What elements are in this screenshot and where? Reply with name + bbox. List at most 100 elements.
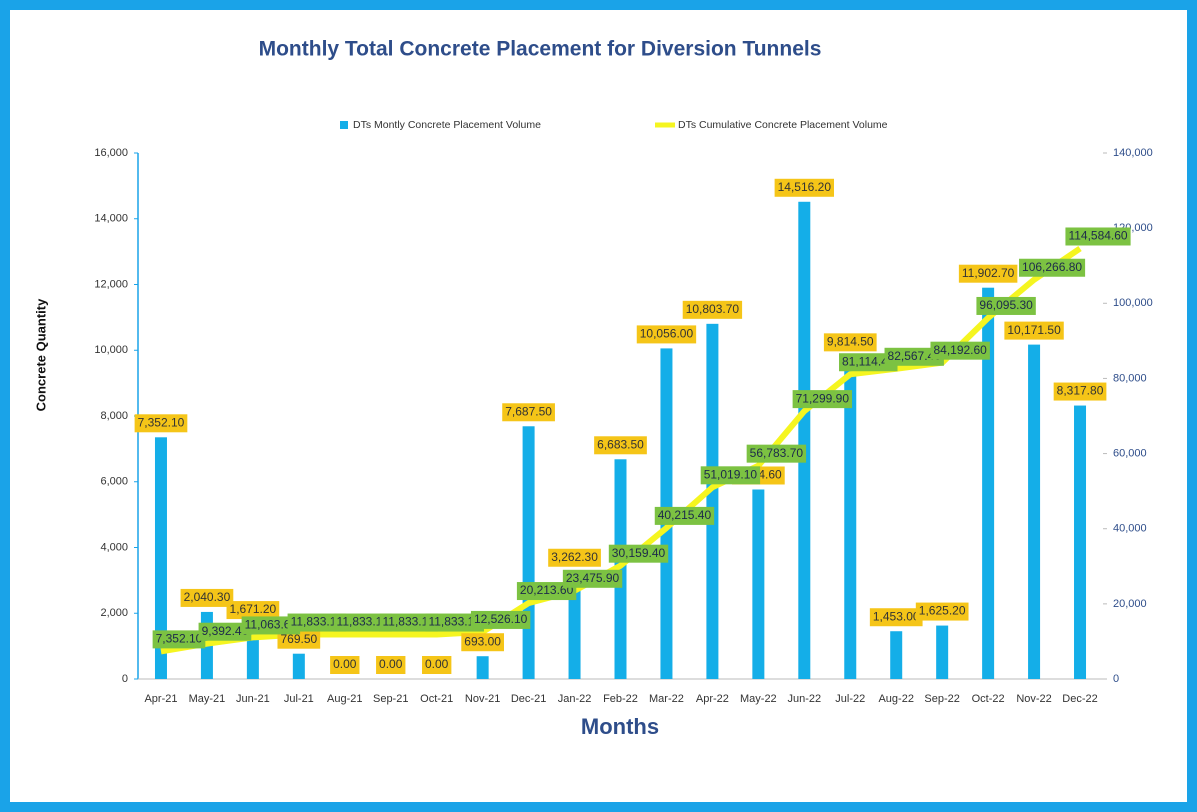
- label-box: [839, 353, 898, 372]
- x-tick-label: Oct-22: [972, 693, 1005, 705]
- y2-tick-label: 80,000: [1113, 372, 1147, 384]
- x-tick-label: May-22: [740, 693, 777, 705]
- bar: [1074, 405, 1087, 679]
- data-label: 1,671.20: [230, 602, 277, 616]
- label-box: [958, 264, 1018, 283]
- data-label: 10,803.70: [686, 302, 740, 316]
- label-box: [930, 341, 990, 360]
- x-tick-label: Apr-22: [696, 693, 729, 705]
- label-box: [333, 613, 393, 632]
- label-box: [461, 633, 504, 652]
- x-tick-label: Apr-21: [144, 693, 177, 705]
- label-box: [287, 613, 347, 632]
- legend-label: DTs Montly Concrete Placement Volume: [353, 119, 541, 131]
- bar: [936, 625, 949, 679]
- label-box: [562, 569, 623, 588]
- data-label: 56,783.70: [750, 446, 804, 460]
- data-label: 3,262.30: [551, 550, 598, 564]
- label-box: [470, 610, 531, 629]
- bar: [844, 356, 857, 679]
- y2-tick-label: 60,000: [1113, 447, 1147, 459]
- x-tick-label: Dec-22: [1062, 693, 1097, 705]
- x-tick-label: Aug-21: [327, 693, 362, 705]
- bar: [522, 426, 535, 679]
- label-box: [823, 333, 877, 352]
- label-box: [198, 622, 252, 641]
- y-tick-label: 0: [122, 673, 128, 685]
- data-label: 0.00: [333, 657, 357, 671]
- label-box: [636, 325, 697, 344]
- label-box: [422, 656, 452, 674]
- data-label: 11,063.60: [245, 618, 298, 632]
- bar: [1028, 344, 1041, 679]
- x-tick-label: Oct-21: [420, 693, 453, 705]
- data-label: 693.00: [464, 634, 501, 648]
- x-tick-label: Sep-22: [924, 693, 959, 705]
- y-tick-label: 10,000: [94, 344, 128, 356]
- bar: [752, 489, 765, 679]
- label-box: [1004, 321, 1064, 340]
- label-box: [152, 630, 206, 649]
- x-tick-label: Jul-21: [284, 693, 314, 705]
- x-tick-label: Jun-22: [787, 693, 821, 705]
- x-tick-label: Jul-22: [835, 693, 865, 705]
- label-box: [516, 582, 577, 601]
- chart-title: Monthly Total Concrete Placement for Div…: [259, 38, 822, 61]
- label-box: [746, 444, 807, 463]
- x-tick-label: Nov-22: [1016, 693, 1051, 705]
- legend-label: DTs Cumulative Concrete Placement Volume: [678, 119, 888, 131]
- data-label: 7,687.50: [505, 404, 552, 418]
- label-box: [330, 656, 360, 674]
- label-box: [1053, 382, 1107, 401]
- bar: [154, 437, 167, 679]
- data-label: 106,266.80: [1022, 260, 1082, 274]
- data-label: 10,056.00: [640, 327, 694, 341]
- label-box: [608, 544, 669, 563]
- legend-swatch: [340, 121, 348, 129]
- label-box: [226, 601, 280, 620]
- data-label: 20,213.60: [520, 583, 574, 597]
- bar: [706, 323, 719, 679]
- label-box: [425, 613, 484, 632]
- x-tick-label: Nov-21: [465, 693, 500, 705]
- label-box: [502, 403, 555, 422]
- data-label: 14,516.20: [778, 180, 832, 194]
- data-label: 10,171.50: [1007, 323, 1061, 337]
- data-label: 1,453.00: [873, 609, 920, 623]
- data-label: 11,833.10: [428, 615, 481, 629]
- label-box: [277, 630, 321, 649]
- bar: [292, 653, 305, 679]
- label-box: [548, 548, 601, 567]
- data-label: 114,584.60: [1068, 229, 1127, 243]
- bar: [890, 631, 903, 679]
- label-box: [180, 588, 234, 607]
- y-tick-label: 14,000: [94, 213, 128, 225]
- data-label: 51,019.10: [704, 467, 758, 481]
- data-label: 12,526.10: [474, 612, 528, 626]
- y-axis-title: Concrete Quantity: [33, 298, 48, 411]
- x-tick-label: Jan-22: [558, 693, 592, 705]
- x-tick-label: Dec-21: [511, 693, 546, 705]
- data-label: 84,192.60: [933, 343, 987, 357]
- data-label: 0.00: [425, 657, 449, 671]
- data-label: 2,040.30: [184, 590, 231, 604]
- label-box: [1019, 258, 1086, 277]
- data-label: 9,392.40: [202, 624, 249, 638]
- label-box: [594, 436, 647, 455]
- x-axis-title: Months: [581, 714, 659, 739]
- label-box: [241, 616, 301, 635]
- data-label: 6,683.50: [597, 437, 644, 451]
- data-label: 7,352.10: [138, 415, 185, 429]
- x-tick-label: Feb-22: [603, 693, 638, 705]
- label-box: [134, 414, 188, 433]
- label-box: [976, 296, 1036, 315]
- data-label: 23,475.90: [566, 571, 620, 585]
- x-tick-label: Mar-22: [649, 693, 684, 705]
- data-label: 8,317.80: [1057, 384, 1104, 398]
- data-label: 0.00: [379, 657, 403, 671]
- y2-tick-label: 20,000: [1113, 598, 1147, 610]
- data-label: 11,902.70: [962, 266, 1015, 280]
- x-tick-label: Aug-22: [878, 693, 913, 705]
- x-tick-label: Jun-21: [236, 693, 270, 705]
